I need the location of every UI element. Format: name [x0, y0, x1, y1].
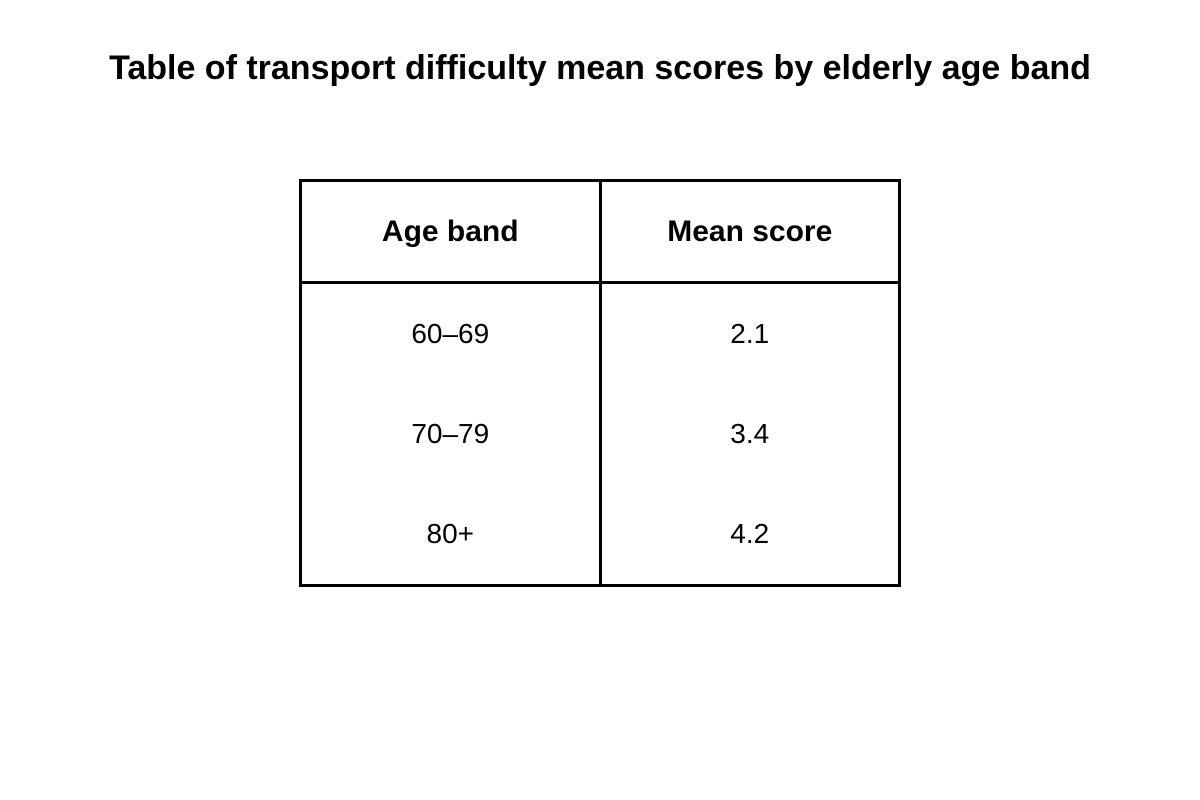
table-row: 80+ 4.2 — [300, 484, 900, 586]
page-title: Table of transport difficulty mean score… — [109, 49, 1091, 87]
cell-mean-score: 3.4 — [730, 418, 770, 449]
table-row: 60–69 2.1 — [300, 282, 900, 384]
cell-mean-score: 2.1 — [730, 318, 770, 349]
cell-age-band: 60–69 — [300, 282, 602, 384]
cell-mean-score: 4.2 — [730, 518, 770, 549]
column-header-age-band: Age band — [300, 180, 602, 284]
data-table: Age band Mean score 60–69 2.1 70–79 3.4 … — [299, 179, 901, 587]
column-header-mean-score: Mean score — [600, 180, 900, 284]
table-row: 70–79 3.4 — [300, 384, 900, 484]
table-header-row: Age band Mean score — [300, 180, 900, 284]
table-container: Age band Mean score 60–69 2.1 70–79 3.4 … — [299, 179, 901, 587]
cell-age-band: 70–79 — [300, 384, 602, 484]
cell-age-band: 80+ — [300, 484, 602, 586]
